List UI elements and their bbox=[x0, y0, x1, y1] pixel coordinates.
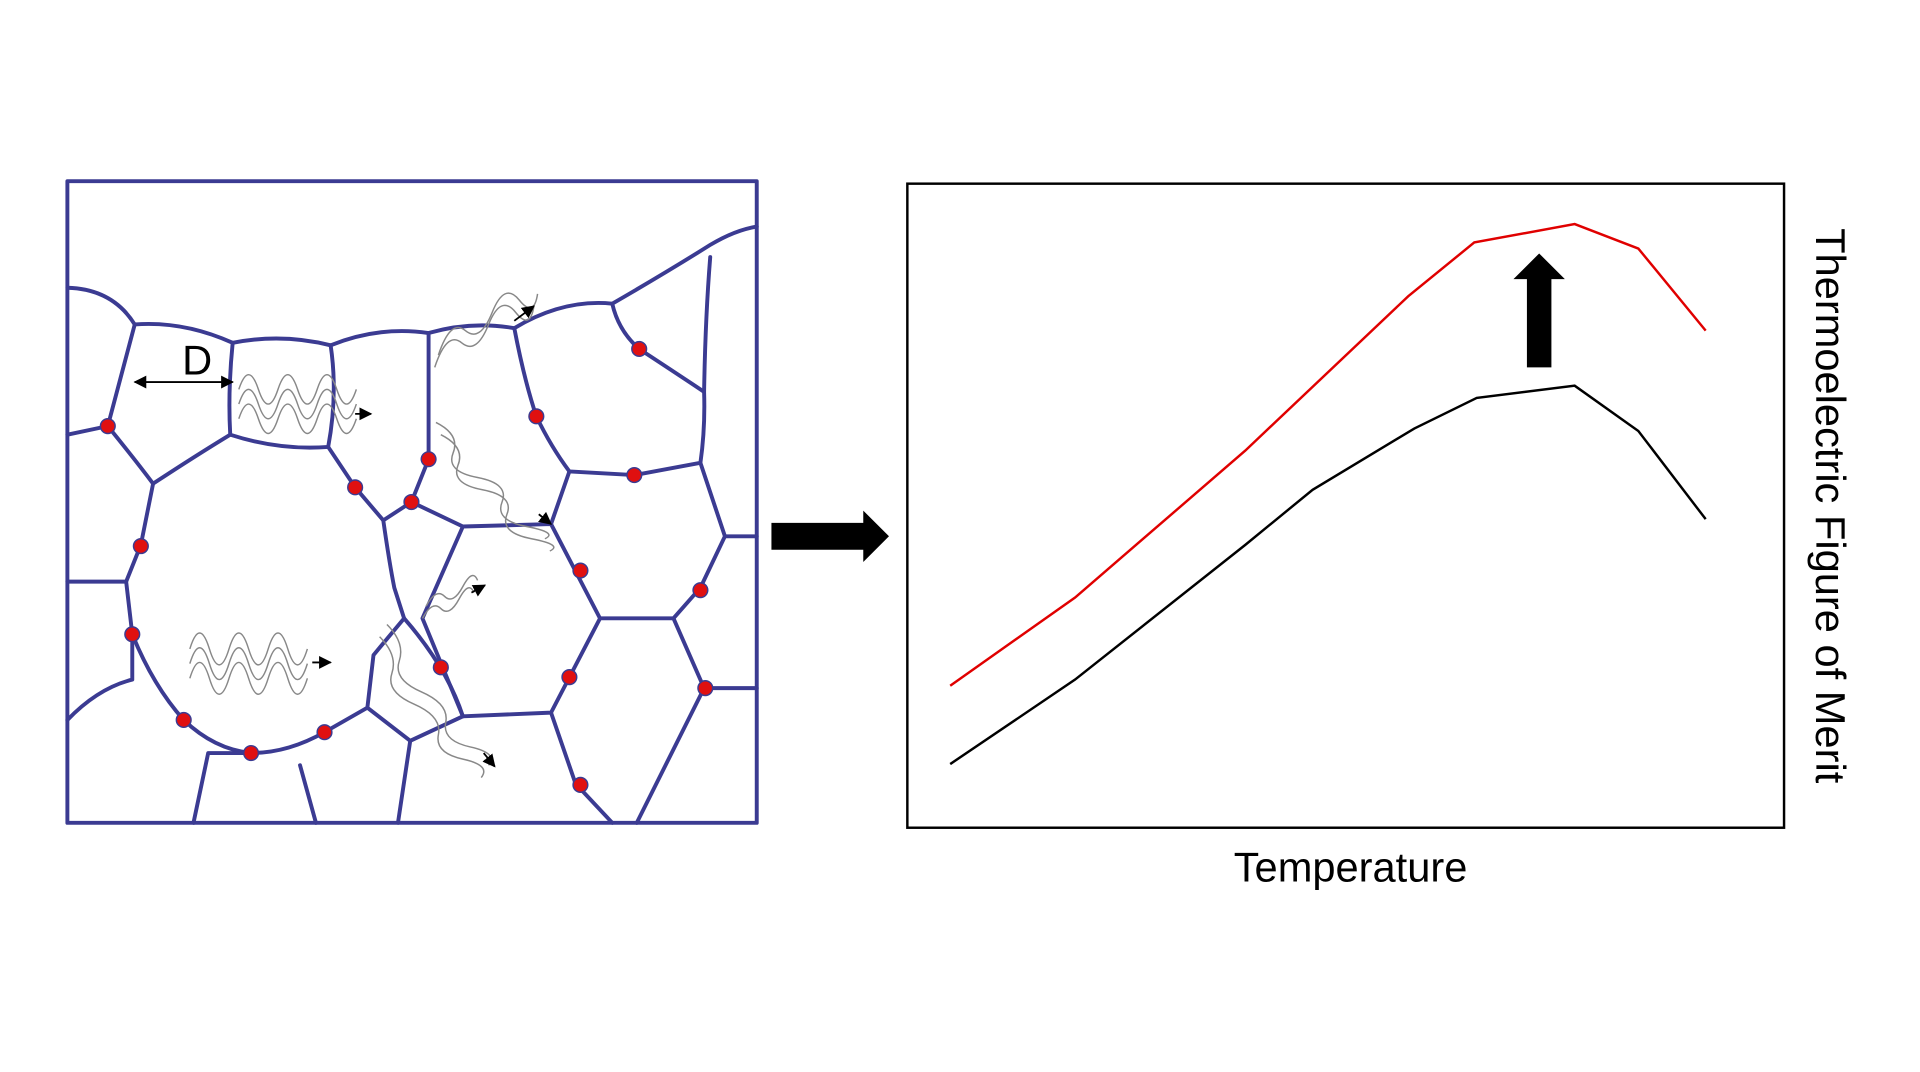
improvement-arrow bbox=[1513, 253, 1565, 368]
grain-boundaries bbox=[65, 224, 759, 825]
x-axis-label: Temperature bbox=[1234, 844, 1468, 891]
baseline-curve bbox=[949, 384, 1707, 766]
phonon-waves bbox=[189, 292, 555, 778]
grain-diagram: D bbox=[65, 179, 759, 825]
plot-frame bbox=[906, 182, 1786, 829]
plot: Temperature Thermoelectric Figure of Mer… bbox=[906, 182, 1854, 891]
grain-frame bbox=[65, 179, 759, 825]
improved-curve bbox=[949, 222, 1707, 687]
precipitates bbox=[99, 340, 714, 793]
y-axis-label: Thermoelectric Figure of Merit bbox=[1807, 228, 1854, 784]
transition-arrow bbox=[771, 510, 889, 563]
grain-size-label: D bbox=[182, 337, 212, 384]
